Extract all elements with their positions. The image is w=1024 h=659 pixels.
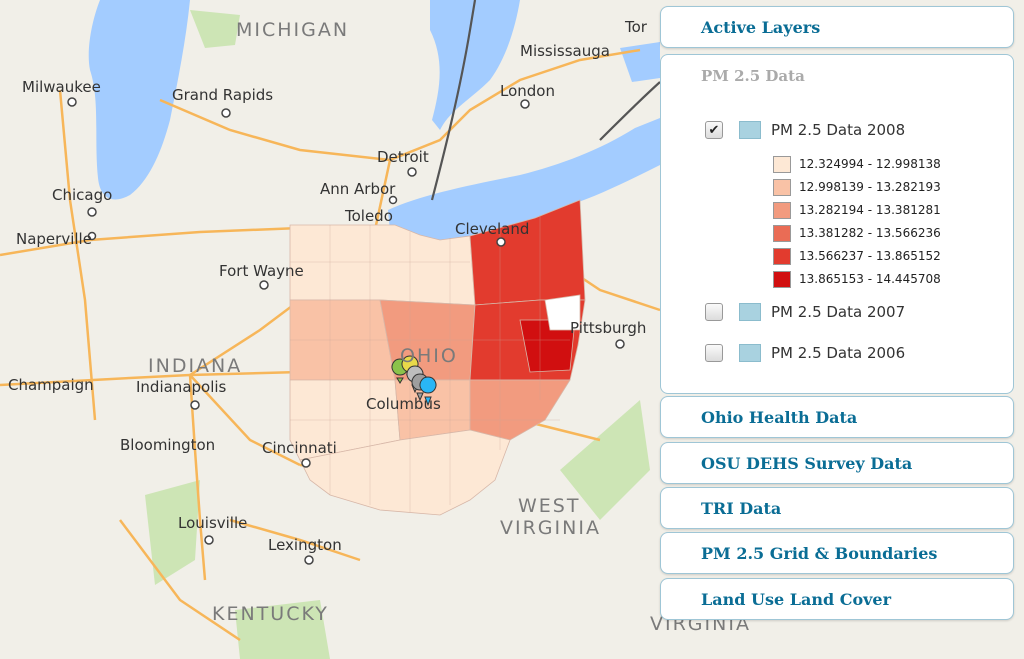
legend-swatch <box>773 270 791 288</box>
place-label: Chicago <box>52 186 112 204</box>
place-label: Tor <box>624 18 648 36</box>
park <box>560 400 650 520</box>
place-label: Naperville <box>16 230 92 248</box>
tri-data-section[interactable]: TRI Data <box>660 487 1014 529</box>
legend-item: 13.865153 - 14.445708 <box>773 270 941 288</box>
legend-swatch <box>773 224 791 242</box>
legend-item: 12.998139 - 13.282193 <box>773 178 941 196</box>
legend-swatch <box>773 178 791 196</box>
lake-huron <box>430 0 520 130</box>
pm25-data-section: PM 2.5 Data ✔ PM 2.5 Data 2008 12.324994… <box>660 54 1014 394</box>
active-layers-header[interactable]: Active Layers <box>660 6 1014 48</box>
layer-row-2008: ✔ PM 2.5 Data 2008 <box>705 119 905 141</box>
place-label: Fort Wayne <box>219 262 304 280</box>
place-label: Cleveland <box>455 220 529 238</box>
park <box>235 600 330 659</box>
place-label: Toledo <box>344 207 393 225</box>
layers-panel: Active Layers PM 2.5 Data ✔ PM 2.5 Data … <box>660 6 1016 652</box>
legend-item: 13.381282 - 13.566236 <box>773 224 941 242</box>
layer-label: PM 2.5 Data 2008 <box>771 121 906 139</box>
place-label: Lexington <box>268 536 342 554</box>
park <box>190 10 240 48</box>
pm25-data-title[interactable]: PM 2.5 Data <box>701 67 805 85</box>
layer-swatch <box>739 344 761 362</box>
legend-label: 13.282194 - 13.381281 <box>799 203 941 217</box>
region-label: MICHIGAN <box>236 19 349 41</box>
place-label: Grand Rapids <box>172 86 273 104</box>
city-dots <box>67 97 625 565</box>
ohio-health-data-section[interactable]: Ohio Health Data <box>660 396 1014 438</box>
layer-label: PM 2.5 Data 2007 <box>771 303 906 321</box>
region-label: VIRGINIA <box>500 517 601 539</box>
lake-michigan <box>88 0 190 200</box>
place-label: Detroit <box>377 148 429 166</box>
layer-checkbox-2006[interactable] <box>705 344 723 362</box>
land-use-land-cover-section[interactable]: Land Use Land Cover <box>660 578 1014 620</box>
legend-swatch <box>773 201 791 219</box>
place-labels: Milwaukee Grand Rapids Chicago Napervill… <box>8 18 749 635</box>
legend-swatch <box>773 155 791 173</box>
region-label: WEST <box>518 495 580 517</box>
borders <box>430 0 661 201</box>
layer-label: PM 2.5 Data 2006 <box>771 344 906 362</box>
pm25-grid-boundaries-section[interactable]: PM 2.5 Grid & Boundaries <box>660 532 1014 574</box>
region-label: INDIANA <box>148 355 242 377</box>
layer-row-2006: PM 2.5 Data 2006 <box>705 342 905 364</box>
layer-swatch <box>739 121 761 139</box>
place-label: Milwaukee <box>22 78 101 96</box>
legend-label: 13.566237 - 13.865152 <box>799 249 941 263</box>
place-label: Cincinnati <box>262 439 337 457</box>
legend-item: 13.282194 - 13.381281 <box>773 201 941 219</box>
legend-label: 13.865153 - 14.445708 <box>799 272 941 286</box>
layer-checkbox-2007[interactable] <box>705 303 723 321</box>
legend-label: 12.998139 - 13.282193 <box>799 180 941 194</box>
place-label: Columbus <box>366 395 441 413</box>
osu-dehs-survey-section[interactable]: OSU DEHS Survey Data <box>660 442 1014 484</box>
layer-row-2007: PM 2.5 Data 2007 <box>705 301 905 323</box>
layer-checkbox-2008[interactable]: ✔ <box>705 121 723 139</box>
legend-swatch <box>773 247 791 265</box>
map-markers[interactable] <box>391 355 437 407</box>
legend-item: 12.324994 - 12.998138 <box>773 155 941 173</box>
place-label: Louisville <box>178 514 247 532</box>
region-label: KENTUCKY <box>212 603 329 625</box>
place-label: Indianapolis <box>136 378 227 396</box>
park <box>145 480 200 585</box>
place-label: Pittsburgh <box>570 319 646 337</box>
place-label: Mississauga <box>520 42 610 60</box>
region-label: OHIO <box>400 345 458 367</box>
place-label: Champaign <box>8 376 94 394</box>
place-label: Bloomington <box>120 436 215 454</box>
lake-erie <box>388 118 660 242</box>
legend-label: 13.381282 - 13.566236 <box>799 226 941 240</box>
legend-item: 13.566237 - 13.865152 <box>773 247 941 265</box>
place-label: London <box>500 82 555 100</box>
place-label: Ann Arbor <box>320 180 396 198</box>
map-pin-icon[interactable] <box>419 376 437 407</box>
layer-swatch <box>739 303 761 321</box>
legend-label: 12.324994 - 12.998138 <box>799 157 941 171</box>
